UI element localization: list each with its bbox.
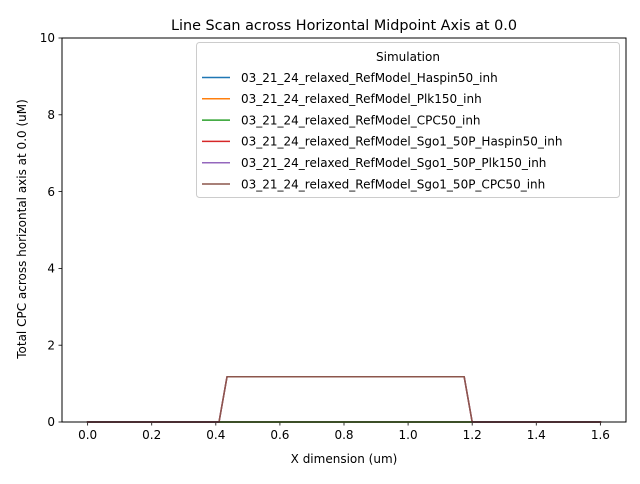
x-axis-label: X dimension (um): [291, 452, 398, 466]
x-tick-label: 0.8: [334, 428, 353, 442]
x-tick-label: 1.6: [591, 428, 610, 442]
x-tick-label: 0.4: [206, 428, 225, 442]
y-tick-label: 4: [47, 262, 55, 276]
series-line-5: [86, 375, 602, 423]
legend-label-6: 03_21_24_relaxed_RefModel_Sgo1_50P_CPC50…: [241, 177, 545, 191]
chart-title: Line Scan across Horizontal Midpoint Axi…: [171, 18, 517, 34]
x-tick-label: 0.2: [142, 428, 161, 442]
legend-label-4: 03_21_24_relaxed_RefModel_Sgo1_50P_Haspi…: [241, 135, 562, 149]
y-tick-label: 0: [47, 415, 55, 429]
x-axis-ticks: 0.0 0.2 0.4 0.6 0.8 1.0 1.2 1.4 1.6: [78, 422, 610, 442]
legend-label-3: 03_21_24_relaxed_RefModel_CPC50_inh: [241, 113, 481, 127]
legend: Simulation 03_21_24_relaxed_RefModel_Has…: [196, 42, 620, 198]
plot-frame: [61, 37, 627, 423]
x-tick-label: 0.6: [270, 428, 289, 442]
y-tick-label: 10: [40, 31, 55, 45]
legend-entries: 03_21_24_relaxed_RefModel_Haspin50_inh 03…: [202, 71, 562, 191]
y-tick-label: 6: [47, 185, 55, 199]
x-tick-label: 1.2: [463, 428, 482, 442]
series-line-4: [86, 375, 602, 423]
series-lines: [86, 375, 602, 423]
legend-label-5: 03_21_24_relaxed_RefModel_Sgo1_50P_Plk15…: [241, 156, 546, 170]
y-tick-label: 2: [47, 338, 55, 352]
x-tick-label: 1.4: [527, 428, 546, 442]
legend-label-2: 03_21_24_relaxed_RefModel_Plk150_inh: [241, 92, 482, 106]
legend-label-1: 03_21_24_relaxed_RefModel_Haspin50_inh: [241, 71, 498, 85]
y-axis-label: Total CPC across horizontal axis at 0.0 …: [15, 99, 29, 360]
series-line-6: [86, 375, 602, 423]
x-tick-label: 0.0: [78, 428, 97, 442]
y-tick-label: 8: [47, 108, 55, 122]
y-axis-ticks: 0 2 4 6 8 10: [40, 31, 62, 429]
x-tick-label: 1.0: [399, 428, 418, 442]
legend-title: Simulation: [376, 50, 440, 64]
legend-box: [196, 42, 620, 198]
